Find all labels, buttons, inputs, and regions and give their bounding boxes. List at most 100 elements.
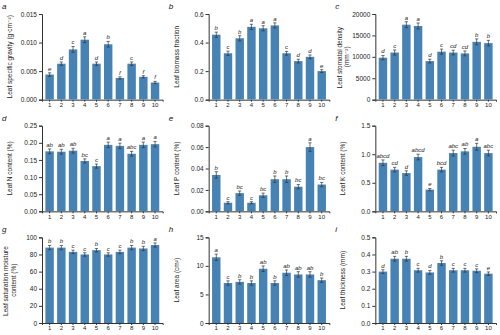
x-tick: 10 [152,100,159,108]
error-bar [405,256,408,261]
x-tick: 7 [118,211,122,219]
x-tick: 1 [215,100,219,108]
error-bar [238,191,241,195]
x-tick: 3 [405,100,409,108]
y-tick-label: 0.20 [24,139,37,146]
x-tick: 9 [142,100,146,108]
tick-mark [206,71,209,72]
x-tick: 6 [440,211,444,219]
panel-title: g [2,225,7,234]
x-tick-label: 8 [297,325,301,331]
y-tick-label: 5 [200,291,204,298]
annotations: dcaadccdcdbb [381,15,490,58]
y-tick: 0.25 [24,122,42,129]
y-tick-label: 0.00 [191,208,204,215]
x-tick: 7 [285,211,289,219]
error-bar [463,51,466,56]
y-tick: 0.015 [21,11,42,18]
error-bar [250,281,253,285]
bar [402,259,410,323]
x-tick-label: 3 [238,325,242,331]
error-bar [215,32,218,37]
x-tick: 7 [452,100,456,108]
x-tick: 10 [318,211,325,219]
y-tick: 20 [30,302,42,309]
bar [212,35,220,100]
y-tick-label: 0.2 [195,68,204,75]
tick-mark [206,237,209,238]
annotation: e [487,265,491,271]
annotation: b [250,274,254,280]
x-tick: 2 [393,100,397,108]
panel: 0.0000.0050.0100.01512345678910edcadbfcf… [2,2,163,108]
y-axis-label: Leaf area (cm²) [172,258,180,302]
error-bar [308,143,311,152]
error-bar [320,70,323,73]
y-tick: 0 [200,320,209,327]
tick-mark [39,14,42,15]
bar [426,272,434,323]
x-tick: 8 [297,323,301,331]
x-tick-label: 10 [152,325,159,331]
error-bar [428,271,431,275]
bar [390,259,398,323]
error-bar [60,245,63,249]
tick-mark [372,237,375,238]
x-tick-label: 8 [297,214,301,220]
x-tick-label: 5 [261,214,265,220]
error-bar [273,281,276,285]
x-tick: 5 [428,100,432,108]
annotation: c [95,157,98,163]
annotation: a [118,136,122,142]
x-tick: 4 [83,100,87,108]
y-tick-label: 0.6 [195,11,204,18]
y-tick-label: 10 [196,262,204,269]
x-tick: 2 [226,323,230,331]
x-tick: 3 [238,323,242,331]
y-tick: 0.08 [191,122,209,129]
bar [151,144,159,211]
error-bar [416,268,419,272]
bar [461,270,469,323]
error-bar [215,254,218,260]
x-tick-label: 7 [452,102,456,108]
tick-mark [206,266,209,267]
annotation: d [60,55,64,61]
bar [318,71,326,100]
x-tick: 4 [416,100,420,108]
annotation: bc [237,184,243,190]
x-tick: 10 [485,211,492,219]
bar [151,245,159,323]
x-tick: 3 [71,211,75,219]
x-tick: 1 [48,100,52,108]
x-tick-label: 4 [250,102,254,108]
y-tick: 0.0 [195,96,209,103]
tick-mark [372,306,375,307]
error-bar [118,250,121,253]
error-bar [405,171,408,176]
y-tick: 0.000 [21,96,42,103]
bar [139,77,147,100]
x-tick-label: 5 [95,214,99,220]
annotation: a [273,16,277,22]
x-tick-label: 1 [381,325,385,331]
x-tick: 6 [107,211,111,219]
bar [282,179,290,211]
annotation: d [95,55,99,61]
y-axis: 0.00.20.40.6 [195,11,210,104]
annotation: e [48,66,52,72]
bar [437,170,445,212]
bar [379,163,387,212]
axis-line [206,15,210,101]
x-tick: 8 [130,100,134,108]
y-tick-label: 15000 [352,32,370,39]
x-tick-label: 6 [440,102,444,108]
error-bar [142,246,145,250]
y-axis: 0.00.51.01.5 [361,122,376,215]
x-axis: 12345678910 [209,323,330,331]
error-bar [440,167,443,172]
plot-marks [379,22,493,100]
x-tick-label: 4 [250,325,254,331]
annotation: b [215,25,219,31]
y-tick-label: 0.25 [24,122,37,129]
